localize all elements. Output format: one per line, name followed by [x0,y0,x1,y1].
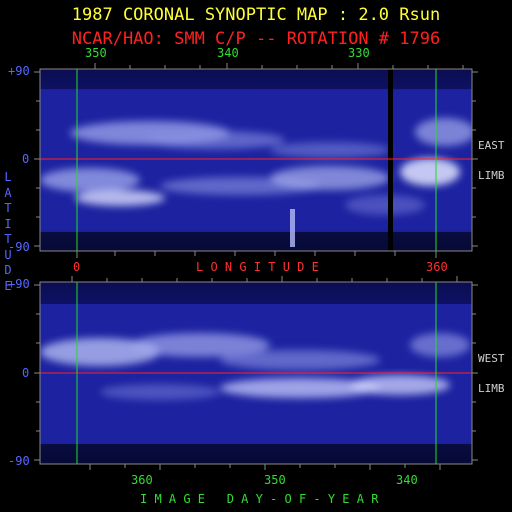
bottom-lat-tick-minus90: -90 [8,454,30,468]
latitude-axis-label: L A T I T U D E [4,170,12,293]
longitude-tick-0: 0 [73,260,81,274]
day-tick-340: 340 [396,473,418,487]
top-axis-tick-340: 340 [217,46,239,60]
top-map-background [40,69,472,251]
top-axis-tick-350: 350 [85,46,107,60]
longitude-tick-360: 360 [426,260,448,274]
page-subtitle: NCAR/HAO: SMM C/P -- ROTATION # 1796 [71,29,441,49]
top-side-label-limb: LIMB [478,169,505,182]
day-tick-360: 360 [131,473,153,487]
top-map-corona-bands [40,118,472,215]
top-lat-tick-minus90: -90 [8,240,30,254]
bottom-lat-tick-0: 0 [22,366,30,380]
day-tick-350: 350 [264,473,286,487]
bottom-map-corona-bands [40,333,470,400]
day-of-year-axis-label: I M A G E D A Y - O F - Y E A R [140,492,379,506]
top-map [40,69,472,251]
bottom-lat-tick-plus90: +90 [8,277,30,291]
bottom-side-label-west: WEST [478,352,505,365]
bottom-side-label-limb: LIMB [478,382,505,395]
top-map-frame [39,68,473,252]
top-lat-tick-plus90: +90 [8,64,30,78]
top-axis-tick-330: 330 [348,46,370,60]
page-title: 1987 CORONAL SYNOPTIC MAP : 2.0 Rsun [71,5,441,25]
longitude-axis-label: L O N G I T U D E [196,260,319,274]
bottom-map [40,282,472,464]
top-map-data-gap [388,69,393,251]
top-side-label-east: EAST [478,139,505,152]
top-lat-tick-0: 0 [22,152,30,166]
